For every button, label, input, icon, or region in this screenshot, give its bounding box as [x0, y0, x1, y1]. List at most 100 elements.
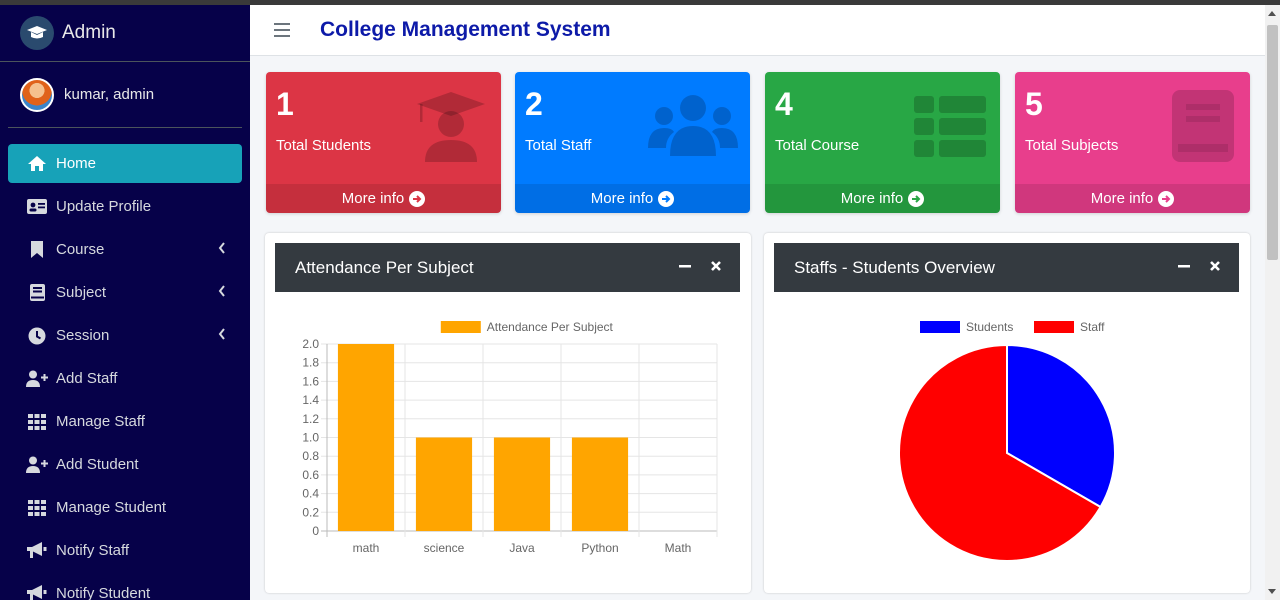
scroll-down-arrow-icon[interactable]: [1268, 589, 1276, 594]
sidebar-item-notify-staff[interactable]: Notify Staff: [8, 531, 242, 570]
bar: [571, 437, 629, 531]
stat-value: 1: [276, 86, 294, 122]
card-header: Attendance Per Subject: [275, 243, 740, 292]
sidebar-item-label: Notify Student: [56, 585, 151, 600]
scroll-up-arrow-icon[interactable]: [1268, 11, 1276, 16]
sidebar-item-label: Home: [56, 155, 97, 172]
user-plus-icon: [26, 370, 48, 388]
stat-label: Total Subjects: [1025, 137, 1119, 154]
sidebar-item-label: Add Student: [56, 456, 139, 473]
x-tick-label: science: [424, 541, 465, 555]
scroll-thumb[interactable]: [1267, 25, 1278, 260]
legend-swatch: [1034, 321, 1074, 333]
sidebar-item-label: Update Profile: [56, 198, 152, 215]
y-tick-label: 0.4: [302, 487, 319, 501]
sidebar-item-label: Course: [56, 241, 105, 258]
clock-icon: [26, 327, 48, 345]
staff-students-pie-chart: Students Staff: [898, 320, 1116, 562]
y-tick-label: 0.8: [302, 449, 319, 463]
brand-link[interactable]: Admin: [0, 5, 250, 62]
legend-swatch: [440, 321, 481, 333]
top-navbar: College Management System: [250, 5, 1265, 56]
more-info-link[interactable]: More info: [765, 184, 1000, 213]
arrow-circle-right-icon: [658, 190, 675, 207]
y-tick-label: 2.0: [302, 337, 319, 351]
chevron-left-icon: [218, 285, 225, 297]
sidebar-item-label: Notify Staff: [56, 542, 130, 559]
page-scrollbar[interactable]: [1265, 5, 1280, 600]
legend-label: Students: [966, 320, 1013, 334]
chart-legend: Students Staff: [920, 320, 1105, 334]
home-icon: [26, 155, 48, 173]
chart-legend: Attendance Per Subject: [440, 320, 614, 334]
more-info-label: More info: [1090, 190, 1154, 207]
bar: [415, 437, 473, 531]
stat-label: Total Students: [276, 137, 372, 154]
list-icon: [914, 96, 986, 157]
stat-box-students: 1 Total Students More info: [266, 72, 501, 213]
bar: [337, 344, 395, 531]
arrow-circle-right-icon: [1158, 190, 1175, 207]
minimize-icon[interactable]: [1175, 257, 1193, 275]
y-tick-label: 0.6: [302, 468, 319, 482]
stat-value: 2: [525, 86, 543, 122]
x-tick-label: Math: [665, 541, 692, 555]
y-tick-label: 0: [312, 524, 319, 538]
users-icon: [648, 95, 738, 156]
arrow-circle-right-icon: [908, 190, 925, 207]
card-title: Staffs - Students Overview: [794, 257, 995, 277]
sidebar-item-update-profile[interactable]: Update Profile: [8, 187, 242, 226]
user-plus-icon: [26, 456, 48, 474]
sidebar-item-notify-student[interactable]: Notify Student: [8, 574, 242, 600]
chevron-left-icon: [218, 242, 225, 254]
sidebar-item-label: Session: [56, 327, 110, 344]
more-info-link[interactable]: More info: [515, 184, 750, 213]
stat-label: Total Course: [775, 137, 860, 154]
x-tick-label: Python: [581, 541, 618, 555]
pie-slice: [1006, 343, 1116, 509]
book-icon: [26, 284, 48, 302]
brand-title: Admin: [62, 22, 116, 43]
sidebar-item-manage-staff[interactable]: Manage Staff: [8, 402, 242, 441]
more-info-label: More info: [840, 190, 904, 207]
y-tick-label: 1.0: [302, 431, 319, 445]
bullhorn-icon: [26, 542, 48, 560]
hamburger-menu-icon[interactable]: [274, 23, 290, 37]
window-top-strip: [0, 0, 1280, 5]
y-tick-label: 1.8: [302, 356, 319, 370]
graduation-cap-logo-icon: [20, 16, 54, 50]
stat-label: Total Staff: [525, 137, 592, 154]
page-title: College Management System: [320, 18, 611, 41]
grid-icon: [26, 413, 48, 431]
user-panel[interactable]: kumar, admin: [8, 62, 242, 128]
sidebar-item-add-student[interactable]: Add Student: [8, 445, 242, 484]
x-tick-label: Java: [509, 541, 535, 555]
card-title: Attendance Per Subject: [295, 257, 474, 277]
sidebar-item-subject[interactable]: Subject: [8, 273, 242, 312]
card-header: Staffs - Students Overview: [774, 243, 1239, 292]
avatar: [20, 77, 54, 112]
stat-value: 4: [775, 86, 793, 122]
legend-label: Attendance Per Subject: [487, 320, 614, 334]
attendance-bar-chart: Attendance Per Subject 2.0 1.8 1.6 1.4 1.2 1.0…: [302, 320, 718, 555]
card-body: Students Staff: [774, 301, 1239, 586]
sidebar-item-add-staff[interactable]: Add Staff: [8, 359, 242, 398]
minimize-icon[interactable]: [676, 257, 694, 275]
sidebar-item-course[interactable]: Course: [8, 230, 242, 269]
more-info-label: More info: [590, 190, 654, 207]
sidebar-item-home[interactable]: Home: [8, 144, 242, 183]
sidebar-item-manage-student[interactable]: Manage Student: [8, 488, 242, 527]
stat-value: 5: [1025, 86, 1043, 122]
y-tick-label: 0.2: [302, 505, 319, 519]
sidebar-item-session[interactable]: Session: [8, 316, 242, 355]
close-icon[interactable]: [1206, 257, 1224, 275]
legend-label: Staff: [1080, 320, 1105, 334]
overview-card: Staffs - Students Overview Students Staff: [764, 233, 1250, 593]
y-tick-label: 1.6: [302, 374, 319, 388]
sidebar-nav: Home Update Profile Course Subject Sessi…: [0, 128, 250, 600]
bar: [493, 437, 551, 531]
more-info-link[interactable]: More info: [266, 184, 501, 213]
sidebar-item-label: Manage Student: [56, 499, 167, 516]
close-icon[interactable]: [707, 257, 725, 275]
more-info-link[interactable]: More info: [1015, 184, 1250, 213]
